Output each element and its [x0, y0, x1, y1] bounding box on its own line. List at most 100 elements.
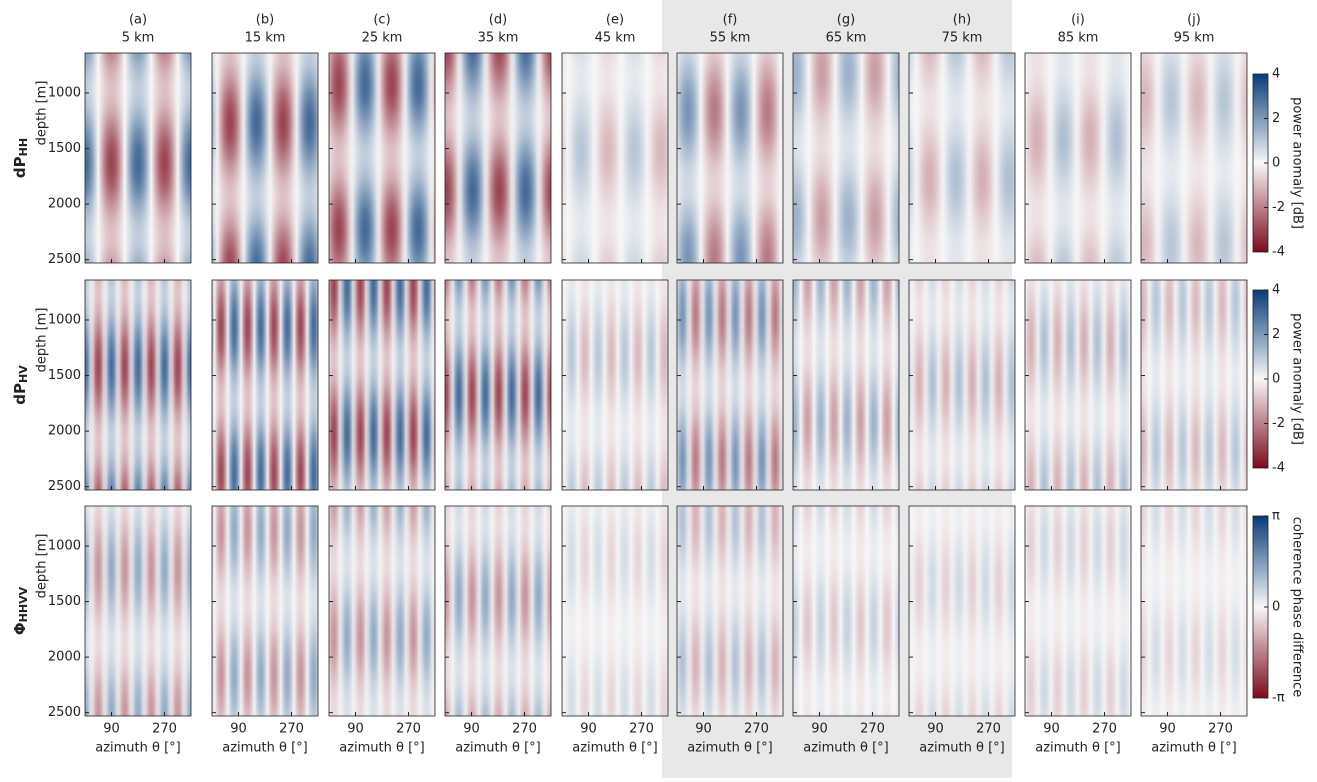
panel-letter: (c) — [373, 13, 390, 28]
colorbar-tick-label: 0 — [1272, 156, 1280, 171]
colorbar-tick-label: -π — [1272, 691, 1285, 706]
row-label-sub: HH — [17, 138, 30, 156]
heatmap-shade — [329, 280, 435, 490]
panel-letter: (h) — [953, 13, 971, 28]
heatmap-shade — [562, 506, 668, 716]
colorbar-tick-label: -4 — [1272, 461, 1285, 476]
y-tick-label: 2000 — [48, 197, 81, 212]
heatmap-shade — [445, 280, 551, 490]
panel-distance: 35 km — [478, 31, 519, 46]
x-tick-label: 90 — [927, 722, 944, 737]
x-tick-label: 270 — [744, 722, 769, 737]
y-axis-label: depth [m] — [35, 308, 50, 373]
heatmap-shade — [212, 506, 318, 716]
panel-distance: 15 km — [245, 31, 286, 46]
row-label: dPHH — [11, 138, 31, 178]
colorbar-tick-label: 2 — [1272, 111, 1280, 126]
x-tick-label: 270 — [279, 722, 304, 737]
x-tick-label: 90 — [463, 722, 480, 737]
x-tick-label: 90 — [695, 722, 712, 737]
panel-distance: 5 km — [122, 31, 155, 46]
x-axis-label: azimuth θ [°] — [919, 741, 1005, 756]
x-axis-label: azimuth θ [°] — [1035, 741, 1121, 756]
row-label-sub: HHVV — [17, 586, 30, 622]
x-tick-label: 270 — [396, 722, 421, 737]
x-tick-label: 270 — [1092, 722, 1117, 737]
heatmap-shade — [1141, 53, 1247, 263]
y-tick-label: 2000 — [48, 424, 81, 439]
heatmap-shade — [329, 506, 435, 716]
x-tick-label: 90 — [811, 722, 828, 737]
panel-letter: (f) — [723, 13, 738, 28]
panel-letter: (b) — [256, 13, 274, 28]
x-tick-label: 270 — [629, 722, 654, 737]
x-tick-label: 270 — [152, 722, 177, 737]
x-tick-label: 270 — [976, 722, 1001, 737]
y-tick-label: 1000 — [48, 313, 81, 328]
x-tick-label: 90 — [1043, 722, 1060, 737]
colorbar-tick-label: 2 — [1272, 327, 1280, 342]
x-axis-label: azimuth θ [°] — [455, 741, 541, 756]
heatmap-shade — [909, 280, 1015, 490]
panel-distance: 95 km — [1174, 31, 1215, 46]
colorbar-tick-label: 0 — [1272, 600, 1280, 615]
x-tick-label: 270 — [1208, 722, 1233, 737]
panel-letter: (a) — [129, 13, 147, 28]
x-axis-label: azimuth θ [°] — [222, 741, 308, 756]
panel-letter: (g) — [837, 13, 855, 28]
y-axis-label: depth [m] — [35, 81, 50, 146]
panel-distance: 45 km — [595, 31, 636, 46]
y-tick-label: 1000 — [48, 539, 81, 554]
x-tick-label: 90 — [1159, 722, 1176, 737]
row-label-main: Φ — [11, 622, 29, 635]
panel-distance: 65 km — [826, 31, 867, 46]
colorbar-tick-label: -4 — [1272, 245, 1285, 260]
heatmap-shade — [85, 53, 191, 263]
x-tick-label: 270 — [512, 722, 537, 737]
heatmap-shade — [562, 280, 668, 490]
y-tick-label: 2000 — [48, 650, 81, 665]
y-tick-label: 2500 — [48, 479, 81, 494]
row-label: ΦHHVV — [11, 586, 31, 635]
panel-letter: (e) — [606, 13, 624, 28]
heatmap-shade — [677, 280, 783, 490]
colorbar-tick-label: π — [1272, 509, 1280, 524]
y-tick-label: 1500 — [48, 594, 81, 609]
heatmap-shade — [212, 280, 318, 490]
heatmap-shade — [793, 280, 899, 490]
heatmap-shade — [793, 506, 899, 716]
heatmap-shade — [212, 53, 318, 263]
x-axis-label: azimuth θ [°] — [95, 741, 181, 756]
y-tick-label: 2500 — [48, 252, 81, 267]
panel-distance: 25 km — [362, 31, 403, 46]
colorbar-tick-label: -2 — [1272, 416, 1285, 431]
heatmap-shade — [677, 53, 783, 263]
heatmap-shade — [1025, 280, 1131, 490]
heatmap-shade — [677, 506, 783, 716]
y-tick-label: 2500 — [48, 705, 81, 720]
panel-distance: 55 km — [710, 31, 751, 46]
heatmap-shade — [445, 53, 551, 263]
y-tick-label: 1000 — [48, 86, 81, 101]
row-label-sub: HV — [17, 365, 30, 383]
row-label-main: dP — [11, 383, 29, 405]
x-axis-label: azimuth θ [°] — [803, 741, 889, 756]
x-tick-label: 90 — [580, 722, 597, 737]
panel-letter: (d) — [489, 13, 507, 28]
x-axis-label: azimuth θ [°] — [1151, 741, 1237, 756]
panel-distance: 85 km — [1058, 31, 1099, 46]
heatmap-shade — [445, 506, 551, 716]
panel-letter: (j) — [1187, 13, 1201, 28]
heatmap-shade — [1025, 53, 1131, 263]
heatmap-shade — [1141, 280, 1247, 490]
colorbar-tick-label: 4 — [1272, 67, 1280, 82]
heatmap-shade — [793, 53, 899, 263]
y-axis-label: depth [m] — [35, 534, 50, 599]
heatmap-shade — [1025, 506, 1131, 716]
heatmap-shade — [329, 53, 435, 263]
heatmap-shade — [909, 53, 1015, 263]
heatmap-shade — [85, 506, 191, 716]
x-tick-label: 270 — [860, 722, 885, 737]
colorbar-tick-label: 0 — [1272, 372, 1280, 387]
colorbar-tick-label: 4 — [1272, 283, 1280, 298]
